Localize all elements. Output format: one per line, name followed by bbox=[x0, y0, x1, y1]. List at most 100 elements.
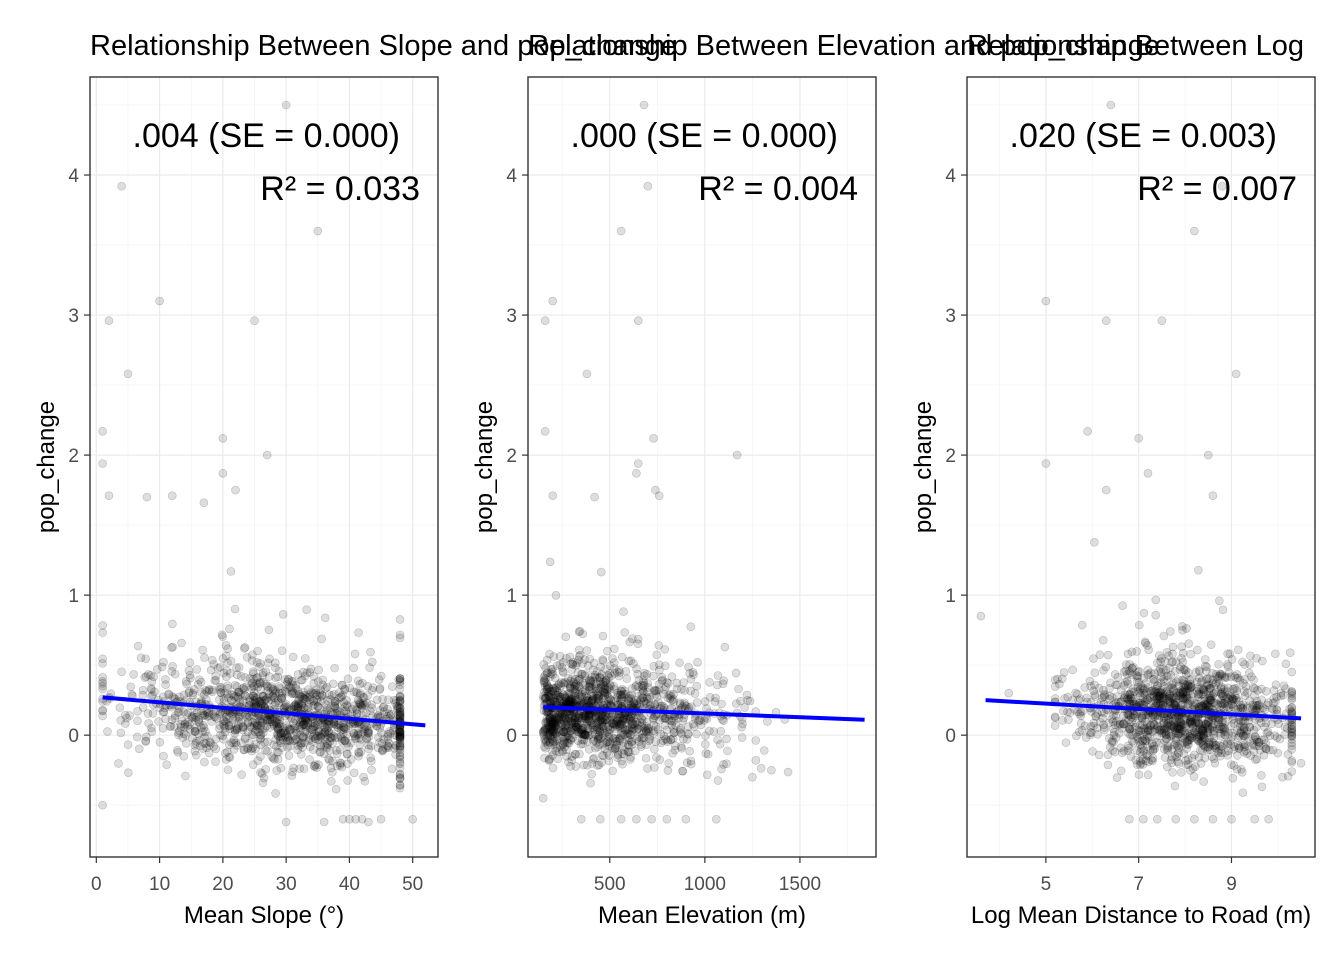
data-point bbox=[684, 722, 693, 731]
data-point bbox=[1171, 814, 1181, 824]
data-point bbox=[664, 690, 674, 700]
data-point bbox=[628, 716, 637, 726]
data-point bbox=[1198, 746, 1207, 755]
data-point bbox=[593, 693, 603, 703]
data-point bbox=[1228, 694, 1237, 703]
data-point bbox=[593, 735, 603, 744]
data-point bbox=[590, 670, 600, 680]
data-point bbox=[599, 688, 609, 697]
data-point bbox=[565, 695, 575, 704]
data-point bbox=[1182, 744, 1191, 754]
data-point bbox=[395, 727, 405, 737]
data-point bbox=[616, 226, 626, 236]
data-point bbox=[1004, 688, 1014, 698]
data-point bbox=[1257, 735, 1266, 745]
data-point bbox=[1168, 657, 1178, 667]
data-point bbox=[1199, 741, 1209, 750]
data-point bbox=[548, 747, 557, 756]
data-point bbox=[291, 727, 301, 736]
data-point bbox=[1121, 666, 1131, 676]
data-point bbox=[1132, 732, 1142, 742]
data-point bbox=[546, 717, 556, 726]
data-point bbox=[1136, 740, 1145, 750]
data-point bbox=[554, 715, 564, 725]
data-point bbox=[1177, 725, 1187, 735]
data-point bbox=[638, 729, 647, 739]
data-point bbox=[665, 694, 675, 703]
data-point bbox=[651, 737, 660, 746]
data-point bbox=[395, 780, 405, 790]
data-point bbox=[335, 719, 344, 729]
data-point bbox=[652, 650, 662, 660]
data-point bbox=[700, 697, 710, 706]
data-point bbox=[1287, 667, 1297, 677]
data-point bbox=[705, 692, 715, 702]
data-point bbox=[571, 712, 580, 722]
data-point bbox=[1107, 693, 1117, 702]
data-point bbox=[1204, 692, 1214, 701]
data-point bbox=[548, 683, 558, 693]
data-point bbox=[1239, 747, 1249, 757]
data-point bbox=[289, 736, 298, 746]
data-point bbox=[383, 735, 393, 744]
data-point bbox=[1139, 725, 1148, 734]
data-point bbox=[580, 655, 589, 664]
data-point bbox=[1216, 722, 1226, 732]
data-point bbox=[548, 763, 558, 773]
data-point bbox=[1218, 691, 1227, 701]
data-point bbox=[234, 687, 244, 697]
data-point bbox=[261, 667, 271, 677]
data-point bbox=[595, 726, 605, 735]
data-point bbox=[1128, 670, 1137, 680]
data-point bbox=[1111, 733, 1121, 742]
data-point bbox=[1162, 671, 1171, 681]
data-point bbox=[395, 695, 405, 705]
data-point bbox=[603, 737, 612, 746]
data-point bbox=[604, 741, 613, 751]
data-point bbox=[621, 715, 631, 725]
data-point bbox=[643, 678, 652, 688]
data-point bbox=[633, 720, 643, 730]
data-point bbox=[1162, 687, 1171, 696]
data-point bbox=[616, 694, 626, 704]
data-point bbox=[571, 660, 581, 670]
data-point bbox=[557, 663, 567, 672]
data-point bbox=[613, 749, 623, 758]
data-point bbox=[585, 682, 594, 691]
data-point bbox=[1227, 655, 1237, 664]
data-point bbox=[566, 697, 575, 707]
data-point bbox=[1154, 691, 1164, 701]
data-point bbox=[547, 667, 557, 677]
data-point bbox=[1134, 620, 1144, 630]
data-point bbox=[606, 695, 616, 705]
data-point bbox=[98, 705, 107, 715]
data-point bbox=[385, 727, 394, 736]
data-point bbox=[187, 713, 197, 723]
data-point bbox=[395, 704, 405, 714]
data-point bbox=[598, 631, 608, 641]
data-point bbox=[239, 644, 249, 653]
data-point bbox=[1287, 720, 1297, 730]
data-point bbox=[544, 691, 554, 701]
data-point bbox=[233, 687, 243, 697]
data-point bbox=[1166, 722, 1175, 732]
data-point bbox=[1080, 683, 1090, 692]
data-point bbox=[1138, 693, 1148, 703]
data-point bbox=[225, 724, 234, 734]
data-point bbox=[699, 716, 709, 725]
data-point bbox=[1235, 675, 1245, 685]
data-point bbox=[217, 630, 227, 640]
data-point bbox=[1226, 736, 1236, 746]
data-point bbox=[1217, 724, 1227, 734]
data-point bbox=[1171, 657, 1181, 667]
data-point bbox=[247, 656, 257, 665]
data-point bbox=[1199, 777, 1208, 786]
data-point bbox=[553, 680, 563, 690]
data-point bbox=[1235, 731, 1244, 741]
data-point bbox=[580, 711, 589, 720]
data-point bbox=[121, 719, 130, 728]
data-point bbox=[1190, 728, 1200, 737]
data-point bbox=[677, 685, 686, 694]
data-point bbox=[300, 717, 310, 726]
